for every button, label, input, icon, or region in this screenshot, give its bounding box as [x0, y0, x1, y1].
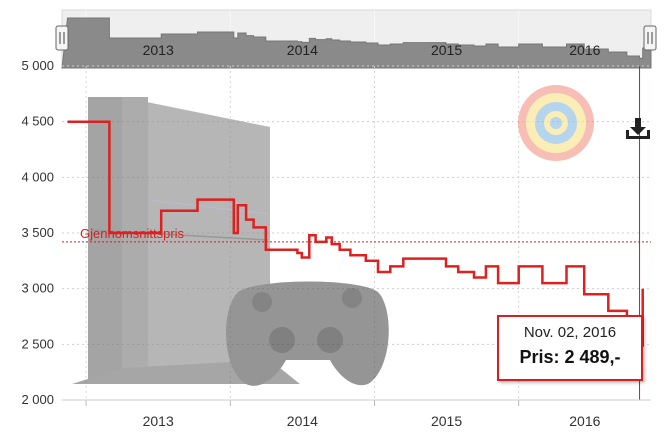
- tooltip-date: Nov. 02, 2016: [523, 324, 617, 341]
- y-tick-label: 2 000: [21, 392, 54, 407]
- x-tick-label: 2016: [569, 413, 600, 429]
- console-image: [72, 97, 389, 386]
- navigator[interactable]: 2013 2014 2015 2016: [55, 9, 657, 69]
- price-series-line[interactable]: [67, 120, 644, 347]
- x-tick-label: 2015: [431, 413, 462, 429]
- x-tick-label: 2013: [143, 413, 174, 429]
- y-tick-label: 2 500: [21, 336, 54, 351]
- navigator-handle-right[interactable]: [643, 25, 657, 51]
- y-tick-label: 3 500: [21, 225, 54, 240]
- navigator-labels: 2013 2014 2015 2016: [143, 42, 601, 58]
- price-tooltip: Nov. 02, 2016 Pris: 2 489,-: [497, 315, 643, 381]
- target-icon: [518, 85, 594, 161]
- navigator-area: [61, 17, 652, 69]
- y-tick-label: 5 000: [21, 58, 54, 73]
- x-axis-labels: 2013 2014 2015 2016: [143, 413, 601, 429]
- navigator-handle-left[interactable]: [55, 25, 69, 51]
- controller: [226, 281, 389, 386]
- y-tick-label: 4 500: [21, 114, 54, 129]
- tooltip-price: Pris: 2 489,-: [519, 347, 621, 367]
- y-tick-label: 3 000: [21, 281, 54, 296]
- navigator-label: 2015: [431, 42, 462, 58]
- navigator-label: 2016: [569, 42, 600, 58]
- navigator-label: 2013: [143, 42, 174, 58]
- y-tick-label: 4 000: [21, 169, 54, 184]
- download-button[interactable]: [622, 116, 654, 142]
- download-icon: [626, 118, 650, 139]
- x-tick-label: 2014: [287, 413, 318, 429]
- y-axis-labels: 2 000 2 500 3 000 3 500 4 000 4 500 5 000: [21, 58, 54, 407]
- navigator-label: 2014: [287, 42, 318, 58]
